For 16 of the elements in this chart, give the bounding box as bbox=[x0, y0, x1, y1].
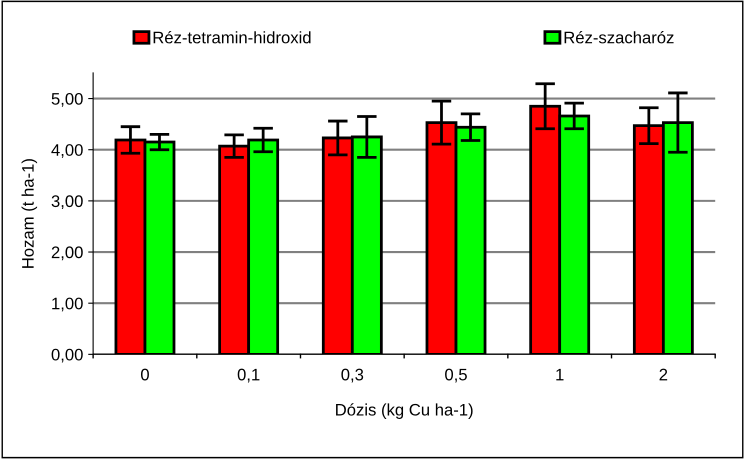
x-tick-label: 0 bbox=[140, 368, 149, 380]
x-tick-label: 0,3 bbox=[341, 368, 364, 382]
legend-label: Réz-tetramin-hidroxid bbox=[154, 30, 311, 44]
y-axis-title: Hozam (t ha-1) bbox=[22, 159, 38, 268]
x-tick-label: 0,5 bbox=[445, 368, 467, 382]
y-tick-label: 1,00 bbox=[52, 298, 83, 312]
x-axis-title: Dózis (kg Cu ha-1) bbox=[336, 403, 473, 419]
y-tick-label: 4,00 bbox=[51, 144, 83, 158]
x-tick-label: 1 bbox=[556, 368, 564, 380]
y-tick-label: 0,00 bbox=[52, 348, 83, 363]
y-tick-label: 3,00 bbox=[52, 195, 83, 210]
x-tick-label: 2 bbox=[660, 368, 668, 380]
x-tick-label: 0,1 bbox=[238, 368, 260, 382]
legend-label: Réz-szacharóz bbox=[564, 30, 674, 44]
y-tick-label: 2,00 bbox=[52, 246, 83, 260]
y-tick-label: 5,00 bbox=[52, 92, 83, 107]
